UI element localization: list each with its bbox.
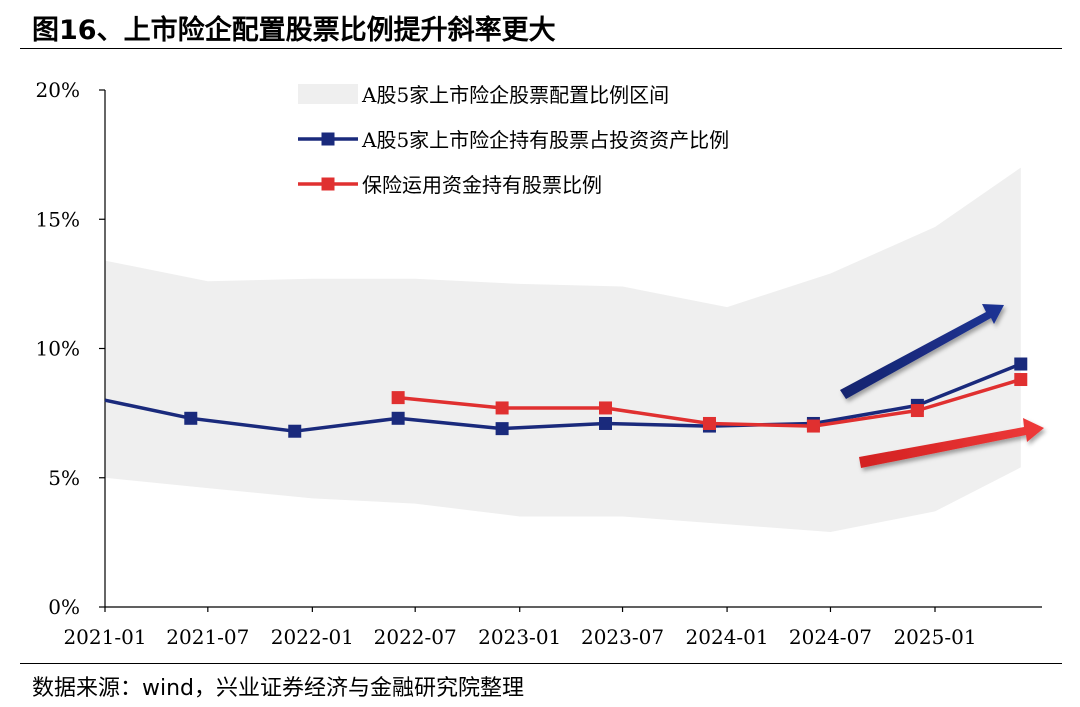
range-band bbox=[105, 167, 1021, 532]
data-point-insurance-funds bbox=[702, 416, 716, 430]
y-tick-label: 20% bbox=[36, 78, 80, 102]
data-point-insurance-funds bbox=[806, 419, 820, 433]
x-tick-label: 2021-01 bbox=[63, 625, 146, 649]
x-tick-label: 2023-01 bbox=[478, 625, 561, 649]
chart-title: 图16、上市险企配置股票比例提升斜率更大 bbox=[32, 15, 556, 46]
trend-arrow-red bbox=[859, 418, 1044, 468]
trend-arrow-blue bbox=[840, 304, 1004, 399]
legend-swatch-band bbox=[298, 84, 358, 104]
source-rule bbox=[20, 663, 1062, 664]
y-tick-label: 0% bbox=[48, 595, 80, 619]
x-tick-label: 2021-07 bbox=[166, 625, 249, 649]
y-tick-label: 5% bbox=[48, 466, 80, 490]
x-tick-label: 2022-01 bbox=[271, 625, 354, 649]
data-point-listed-insurers bbox=[598, 416, 612, 430]
x-tick-label: 2024-07 bbox=[789, 625, 872, 649]
source-note: 数据来源：wind，兴业证券经济与金融研究院整理 bbox=[32, 676, 525, 701]
data-point-insurance-funds bbox=[391, 391, 405, 405]
y-tick-label: 15% bbox=[36, 207, 80, 231]
data-point-listed-insurers bbox=[495, 422, 509, 436]
legend-label-listed-insurers: A股5家上市险企持有股票占投资资产比例 bbox=[361, 128, 729, 152]
data-point-insurance-funds bbox=[598, 401, 612, 415]
data-point-listed-insurers bbox=[1014, 357, 1028, 371]
x-tick-label: 2024-01 bbox=[686, 625, 769, 649]
legend-label-band: A股5家上市险企股票配置比例区间 bbox=[361, 83, 669, 107]
legend-label-insurance-funds: 保险运用资金持有股票比例 bbox=[362, 173, 602, 197]
x-tick-label: 2023-07 bbox=[581, 625, 664, 649]
legend-marker-listed-insurers bbox=[321, 132, 335, 146]
data-point-insurance-funds bbox=[495, 401, 509, 415]
y-tick-label: 10% bbox=[36, 337, 80, 361]
data-point-listed-insurers bbox=[184, 411, 198, 425]
data-point-listed-insurers bbox=[288, 424, 302, 438]
x-tick-label: 2022-07 bbox=[374, 625, 457, 649]
data-point-listed-insurers bbox=[391, 411, 405, 425]
x-tick-label: 2025-01 bbox=[893, 625, 976, 649]
legend-marker-insurance-funds bbox=[321, 177, 335, 191]
data-point-insurance-funds bbox=[1014, 373, 1028, 387]
series-line-listed-insurers bbox=[104, 362, 1022, 433]
title-rule bbox=[20, 48, 1062, 49]
data-point-insurance-funds bbox=[910, 404, 924, 418]
